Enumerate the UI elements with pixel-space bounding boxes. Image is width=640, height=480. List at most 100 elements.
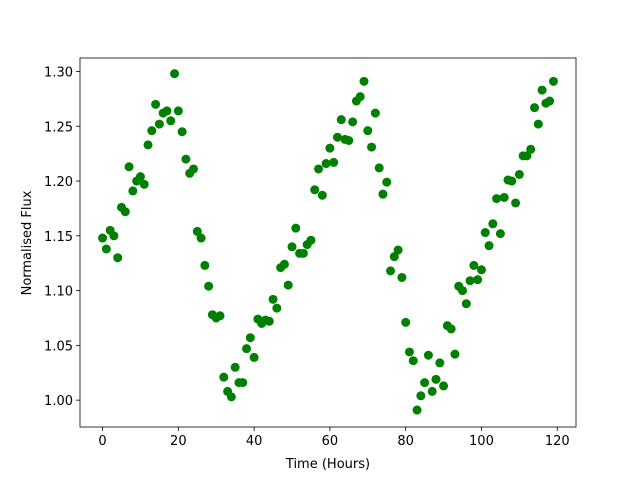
- data-point: [450, 349, 460, 359]
- data-point: [219, 372, 229, 382]
- data-point: [408, 356, 418, 366]
- data-point: [120, 207, 130, 217]
- data-point: [359, 76, 369, 86]
- x-tick-label: 0: [98, 434, 106, 449]
- data-point: [397, 272, 407, 282]
- y-tick-label: 1.30: [44, 65, 73, 80]
- data-point: [192, 226, 202, 236]
- data-point: [310, 185, 320, 195]
- data-point: [401, 317, 411, 327]
- data-point: [492, 194, 502, 204]
- data-point: [526, 144, 536, 154]
- data-point: [113, 253, 123, 263]
- data-point: [298, 248, 308, 258]
- data-point: [348, 117, 358, 127]
- data-point: [177, 127, 187, 137]
- data-point: [495, 229, 505, 239]
- data-point: [363, 126, 373, 136]
- data-point: [181, 154, 191, 164]
- data-point: [332, 132, 342, 142]
- data-point: [151, 99, 161, 109]
- data-point: [370, 108, 380, 118]
- data-point: [135, 172, 145, 182]
- data-point: [404, 347, 414, 357]
- data-point: [499, 192, 509, 202]
- data-point: [139, 179, 149, 189]
- data-point: [226, 392, 236, 402]
- data-point: [325, 143, 335, 153]
- data-point: [545, 96, 555, 106]
- data-point: [530, 103, 540, 113]
- data-point: [101, 244, 111, 254]
- data-point: [283, 280, 293, 290]
- data-point: [412, 405, 422, 415]
- data-point: [291, 223, 301, 233]
- data-point: [204, 281, 214, 291]
- y-tick-label: 1.15: [44, 230, 73, 245]
- data-point: [427, 386, 437, 396]
- data-point: [170, 69, 180, 79]
- data-point: [473, 275, 483, 285]
- data-point: [514, 169, 524, 179]
- data-point: [200, 260, 210, 270]
- x-tick-label: 60: [322, 434, 339, 449]
- data-point: [279, 259, 289, 269]
- data-point: [238, 378, 248, 388]
- data-point: [507, 176, 517, 186]
- x-tick-label: 100: [469, 434, 494, 449]
- data-point: [98, 233, 108, 243]
- y-tick-label: 1.00: [44, 394, 73, 409]
- x-tick-label: 40: [246, 434, 263, 449]
- axes-frame: [79, 57, 577, 428]
- data-point: [268, 294, 278, 304]
- data-point: [476, 265, 486, 275]
- data-point: [431, 374, 441, 384]
- y-tick-label: 1.20: [44, 175, 73, 190]
- data-point: [314, 164, 324, 174]
- data-point: [355, 92, 365, 102]
- data-point: [162, 106, 172, 116]
- data-point: [465, 276, 475, 286]
- data-point: [321, 159, 331, 169]
- data-point: [230, 362, 240, 372]
- data-point: [420, 378, 430, 388]
- y-tick-label: 1.10: [44, 285, 73, 300]
- data-point: [458, 286, 468, 296]
- y-tick-label: 1.05: [44, 339, 73, 354]
- x-tick-label: 20: [170, 434, 187, 449]
- data-point: [128, 186, 138, 196]
- x-tick-label: 120: [545, 434, 570, 449]
- data-point: [461, 299, 471, 309]
- data-point: [416, 391, 426, 401]
- data-point: [423, 350, 433, 360]
- data-point: [215, 311, 225, 321]
- data-point: [382, 177, 392, 187]
- data-point: [446, 324, 456, 334]
- data-point: [537, 85, 547, 95]
- data-point: [287, 242, 297, 252]
- data-point: [533, 119, 543, 129]
- data-point: [272, 303, 282, 313]
- data-point: [511, 198, 521, 208]
- data-point: [480, 228, 490, 238]
- data-point: [124, 162, 134, 172]
- data-point: [484, 241, 494, 251]
- x-tick-label: 80: [397, 434, 414, 449]
- x-axis-label: Time (Hours): [285, 457, 370, 472]
- data-point: [344, 135, 354, 145]
- y-tick-label: 1.25: [44, 120, 73, 135]
- y-axis-label: Normalised Flux: [20, 190, 35, 295]
- data-point: [378, 189, 388, 199]
- data-point: [242, 344, 252, 354]
- data-point: [435, 358, 445, 368]
- data-point: [374, 163, 384, 173]
- data-point: [367, 142, 377, 152]
- data-point: [188, 164, 198, 174]
- data-point: [488, 219, 498, 229]
- data-point: [306, 235, 316, 245]
- data-point: [245, 333, 255, 343]
- data-point: [264, 316, 274, 326]
- data-point: [317, 190, 327, 200]
- data-point: [196, 233, 206, 243]
